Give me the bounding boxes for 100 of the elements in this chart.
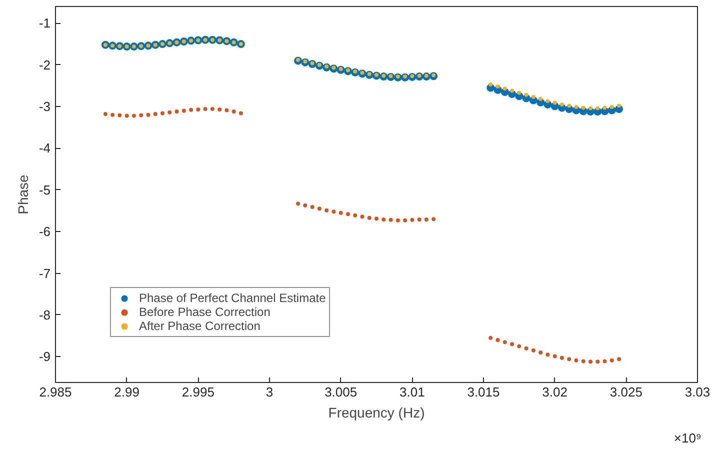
point — [502, 340, 507, 344]
point — [360, 214, 364, 219]
point — [531, 348, 536, 352]
point — [552, 354, 557, 358]
point — [510, 342, 514, 346]
x-tick-label: 2.985 — [39, 384, 72, 400]
y-tick-label: -3 — [38, 99, 51, 114]
point — [517, 90, 522, 95]
point — [488, 336, 493, 340]
point — [353, 213, 358, 218]
point — [168, 110, 172, 114]
y-tick-label: -5 — [38, 182, 51, 198]
point — [346, 212, 350, 216]
point — [581, 359, 586, 364]
x-tick-label: 3.015 — [467, 384, 500, 400]
y-tick-label: -8 — [38, 307, 51, 322]
point — [146, 112, 150, 117]
point — [524, 346, 528, 350]
point — [560, 356, 564, 360]
point — [124, 114, 129, 118]
point — [417, 218, 422, 222]
point — [610, 104, 614, 109]
point — [182, 108, 186, 113]
point — [424, 218, 428, 222]
point — [317, 206, 322, 211]
point — [218, 107, 222, 112]
point — [382, 218, 386, 222]
point — [403, 218, 408, 222]
x-tick-label: 3.03 — [684, 384, 710, 400]
legend-label: Phase of Perfect Channel Estimate — [139, 291, 326, 305]
point — [296, 202, 300, 206]
point — [488, 82, 493, 86]
point — [203, 107, 208, 112]
point — [367, 216, 372, 220]
x-tick-label: 2.995 — [182, 384, 214, 400]
point — [396, 218, 400, 222]
x-tick-label: 3.025 — [610, 384, 642, 400]
point — [574, 358, 578, 362]
x-axis-title: Frequency (Hz) — [328, 404, 425, 420]
point — [596, 360, 600, 364]
legend-label: Before Phase Correction — [139, 305, 270, 319]
y-axis-title: Phase — [14, 174, 31, 214]
point — [588, 360, 592, 364]
point — [196, 107, 200, 112]
point — [238, 111, 243, 116]
point — [103, 112, 108, 116]
x-tick-label: 2.99 — [114, 384, 140, 400]
point — [510, 88, 514, 93]
point — [189, 108, 194, 112]
point — [617, 357, 622, 362]
point — [602, 359, 607, 364]
x-tick-label: 3.02 — [542, 384, 568, 400]
y-tick-label: -2 — [38, 57, 51, 72]
point — [174, 110, 179, 114]
y-tick-label: -6 — [38, 224, 51, 240]
point — [617, 104, 622, 108]
point — [432, 217, 436, 222]
point — [310, 205, 314, 210]
point — [560, 102, 564, 106]
point — [332, 210, 336, 214]
legend-label: After Phase Correction — [139, 319, 260, 333]
point — [232, 110, 236, 114]
point — [496, 84, 500, 89]
point — [546, 99, 550, 104]
point — [303, 203, 308, 208]
y-tick-label: -7 — [38, 266, 51, 281]
point — [139, 113, 144, 118]
y-tick-label: -1 — [38, 16, 51, 31]
point — [567, 104, 572, 108]
point — [224, 108, 229, 112]
point — [410, 218, 414, 222]
text: ×10⁹ — [674, 430, 702, 446]
y-tick-label: -9 — [38, 349, 51, 364]
y-tick-label: -4 — [38, 140, 51, 156]
x-tick-label: 3.01 — [400, 384, 425, 400]
point — [552, 100, 557, 105]
point — [110, 112, 115, 117]
point — [374, 216, 378, 221]
point — [502, 86, 507, 91]
point — [574, 104, 578, 109]
point — [324, 208, 329, 212]
point — [567, 357, 572, 362]
point — [588, 106, 592, 110]
point — [524, 92, 528, 97]
point — [538, 97, 543, 102]
point — [388, 218, 393, 222]
point — [596, 106, 600, 110]
point — [602, 106, 607, 110]
point — [531, 94, 536, 99]
point — [153, 112, 158, 116]
x-tick-label: 3 — [266, 384, 274, 400]
point — [517, 344, 522, 348]
point — [496, 338, 500, 342]
point — [581, 106, 586, 110]
point — [210, 107, 214, 112]
point — [338, 210, 343, 215]
point — [610, 358, 614, 362]
point — [132, 114, 136, 118]
x-tick-label: 3.005 — [324, 384, 358, 400]
point — [538, 350, 543, 354]
